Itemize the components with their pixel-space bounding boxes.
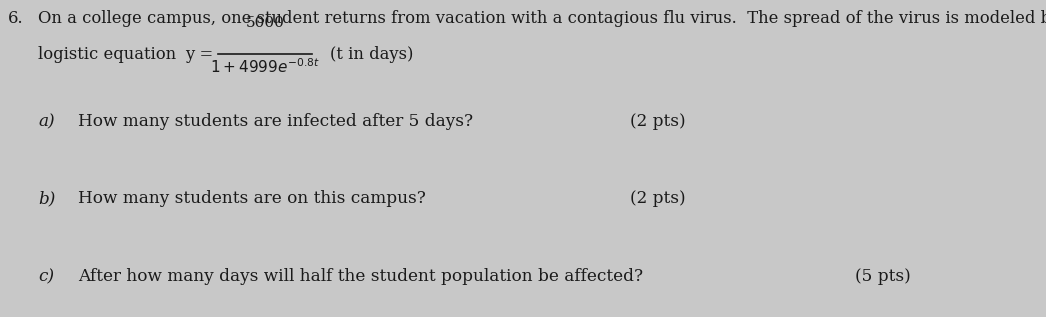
Text: (5 pts): (5 pts) <box>855 268 911 285</box>
Text: y =: y = <box>185 46 213 63</box>
Text: How many students are infected after 5 days?: How many students are infected after 5 d… <box>78 113 473 130</box>
Text: logistic equation: logistic equation <box>38 46 176 63</box>
Text: (2 pts): (2 pts) <box>630 113 685 130</box>
Text: b): b) <box>38 190 55 207</box>
Text: 6.: 6. <box>8 10 24 27</box>
Text: c): c) <box>38 268 54 285</box>
Text: (2 pts): (2 pts) <box>630 190 685 207</box>
Text: (t in days): (t in days) <box>329 46 413 63</box>
Text: a): a) <box>38 113 54 130</box>
Text: How many students are on this campus?: How many students are on this campus? <box>78 190 426 207</box>
Text: 5000: 5000 <box>246 16 285 30</box>
Text: After how many days will half the student population be affected?: After how many days will half the studen… <box>78 268 643 285</box>
Text: $1+4999e^{-0.8t}$: $1+4999e^{-0.8t}$ <box>210 57 320 76</box>
Text: On a college campus, one student returns from vacation with a contagious flu vir: On a college campus, one student returns… <box>38 10 1046 27</box>
